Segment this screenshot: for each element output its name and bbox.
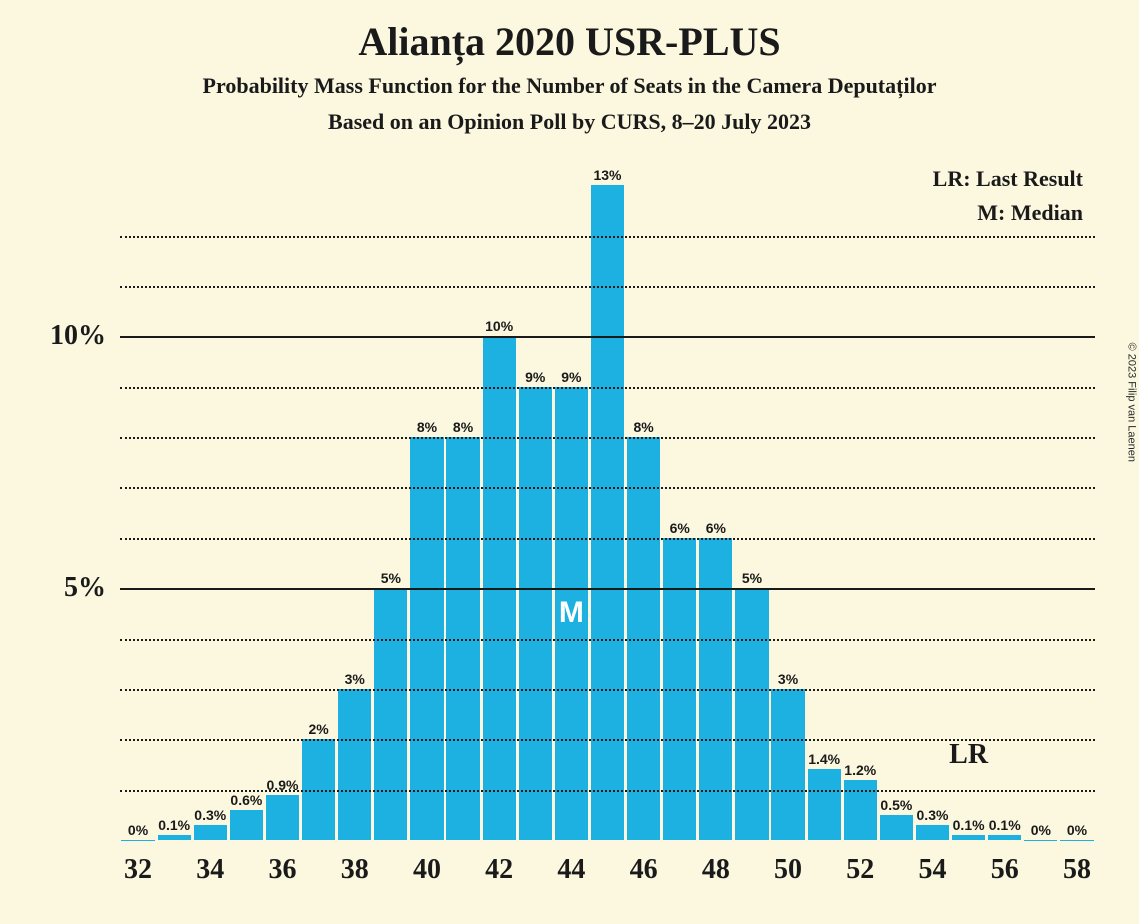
x-tick-label: 44 [557, 854, 585, 886]
main-title: Alianța 2020 USR-PLUS [0, 18, 1139, 65]
bar-label: 6% [706, 520, 726, 536]
grid-minor [120, 286, 1095, 288]
grid-minor [120, 790, 1095, 792]
bar: 5% [374, 588, 407, 840]
grid-major [120, 336, 1095, 338]
bar-label: 0.1% [158, 817, 190, 833]
bar: 5% [735, 588, 768, 840]
x-tick-label: 38 [341, 854, 369, 886]
bar-label: 0.3% [917, 807, 949, 823]
bar: 9% [519, 387, 552, 840]
grid-minor [120, 236, 1095, 238]
y-tick-label: 10% [50, 320, 106, 352]
bar-label: 8% [633, 419, 653, 435]
bars-container: 0%0.1%0.3%0.6%0.9%2%3%5%8%8%10%9%9%13%8%… [120, 160, 1095, 840]
bar-label: 3% [345, 671, 365, 687]
x-tick-label: 40 [413, 854, 441, 886]
x-tick-label: 42 [485, 854, 513, 886]
grid-minor [120, 387, 1095, 389]
x-axis: 32 34 36 38 40 42 44 46 48 50 52 54 56 58 [120, 840, 1095, 900]
bar-label: 5% [742, 570, 762, 586]
bar-label: 10% [485, 318, 513, 334]
grid-major [120, 588, 1095, 590]
median-marker: M [559, 596, 584, 630]
bar: 0.9% [266, 795, 299, 840]
subtitle-1: Probability Mass Function for the Number… [0, 73, 1139, 99]
bar-label: 0.3% [194, 807, 226, 823]
x-tick-label: 56 [991, 854, 1019, 886]
x-tick-label: 54 [919, 854, 947, 886]
grid-minor [120, 639, 1095, 641]
grid-minor [120, 538, 1095, 540]
bar-label: 0.6% [230, 792, 262, 808]
bar-label: 5% [381, 570, 401, 586]
bar-label: 0.1% [989, 817, 1021, 833]
bar-label: 1.4% [808, 751, 840, 767]
x-tick-label: 50 [774, 854, 802, 886]
bar-label: 9% [561, 369, 581, 385]
x-tick-label: 36 [269, 854, 297, 886]
bar: 0.3% [916, 825, 949, 840]
x-tick-label: 34 [196, 854, 224, 886]
bar: 3% [771, 689, 804, 840]
plot-area: LR: Last Result M: Median 0%0.1%0.3%0.6%… [120, 160, 1095, 840]
bar-label: 3% [778, 671, 798, 687]
chart-area: LR: Last Result M: Median 0%0.1%0.3%0.6%… [0, 160, 1139, 924]
x-tick-label: 46 [630, 854, 658, 886]
bar: 0.5% [880, 815, 913, 840]
bar-label: 0% [128, 822, 148, 838]
bar-label: 13% [593, 167, 621, 183]
title-block: Alianța 2020 USR-PLUS Probability Mass F… [0, 0, 1139, 135]
y-tick-label: 5% [64, 572, 106, 604]
bar: 1.2% [844, 780, 877, 840]
bar: 0.3% [194, 825, 227, 840]
grid-minor [120, 689, 1095, 691]
grid-minor [120, 437, 1095, 439]
bar-label: 0.1% [953, 817, 985, 833]
x-tick-label: 58 [1063, 854, 1091, 886]
bar-label: 2% [308, 721, 328, 737]
bar: 3% [338, 689, 371, 840]
bar-label: 1.2% [844, 762, 876, 778]
bar-label: 8% [453, 419, 473, 435]
bar-label: 0.5% [880, 797, 912, 813]
bar-label: 6% [670, 520, 690, 536]
bar-label: 8% [417, 419, 437, 435]
subtitle-2: Based on an Opinion Poll by CURS, 8–20 J… [0, 109, 1139, 135]
bar: 13% [591, 185, 624, 840]
last-result-marker: LR [949, 739, 988, 771]
x-tick-label: 48 [702, 854, 730, 886]
bar-label: 0% [1067, 822, 1087, 838]
bar: 0.6% [230, 810, 263, 840]
bar-label: 0% [1031, 822, 1051, 838]
bar: 1.4% [808, 769, 841, 840]
x-tick-label: 52 [846, 854, 874, 886]
x-tick-label: 32 [124, 854, 152, 886]
bar-label: 9% [525, 369, 545, 385]
grid-minor [120, 487, 1095, 489]
